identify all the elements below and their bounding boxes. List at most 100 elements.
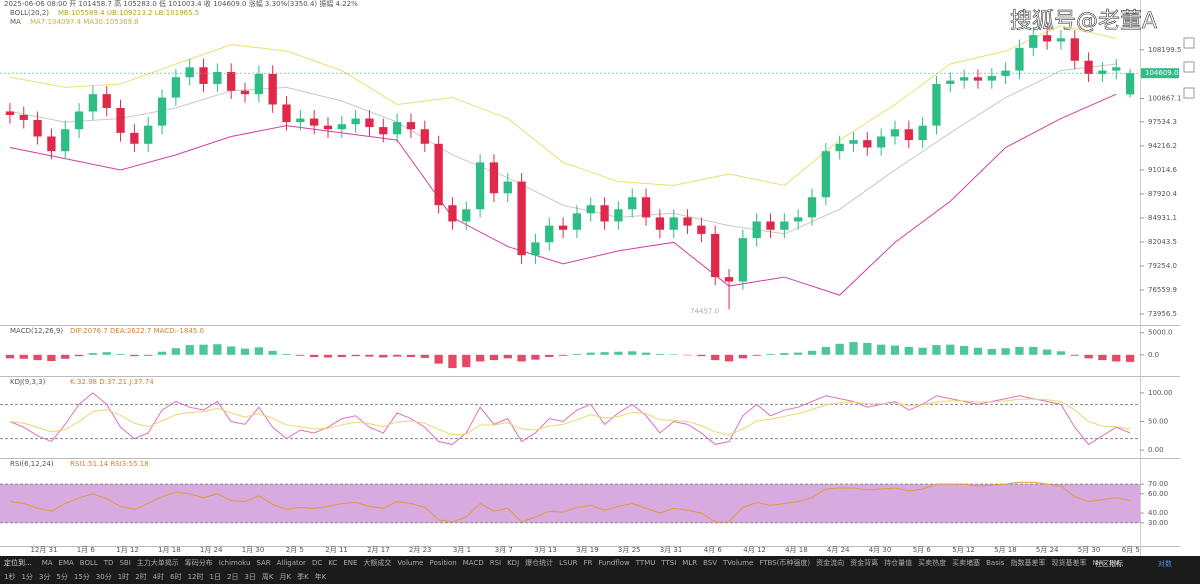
toolbar-item[interactable]: 主力大单揭示 <box>136 559 179 567</box>
toolbar-item[interactable]: 买卖堵塞 <box>952 559 981 567</box>
x-tick-label: 3月 7 <box>495 546 513 554</box>
icon[interactable] <box>1183 61 1195 73</box>
macd-bar <box>503 354 512 359</box>
candle-body <box>973 77 983 81</box>
candle-body <box>987 75 996 81</box>
candle-body <box>932 83 941 126</box>
candle-body <box>268 73 277 105</box>
macd-bar <box>61 354 70 359</box>
toolbar-item[interactable]: MA <box>1092 559 1104 567</box>
toolbar-item[interactable]: 3分 <box>38 573 51 581</box>
toolbar-item[interactable]: MA <box>41 559 53 567</box>
toolbar-item[interactable]: 年K <box>314 573 327 581</box>
toolbar-item[interactable]: 2时 <box>135 573 147 581</box>
toolbar-item[interactable]: DC <box>311 559 323 567</box>
boll-band <box>9 25 1117 186</box>
toolbar-item[interactable]: TTMU <box>635 559 656 567</box>
toolbar-item[interactable]: RSI <box>489 559 502 567</box>
toolbar-item[interactable]: 周K <box>261 573 274 581</box>
panel-title: KDJ(9,3,3) <box>10 378 46 386</box>
toolbar-item[interactable]: TVolume <box>723 559 754 567</box>
toolbar-item[interactable]: 5分 <box>56 573 68 581</box>
x-tick-label: 1月 18 <box>158 546 181 554</box>
toolbar-item[interactable]: EMA <box>58 559 74 567</box>
candle-body <box>157 97 167 126</box>
candle-body <box>227 71 236 91</box>
icon[interactable] <box>1183 37 1195 49</box>
toolbar-item[interactable]: 2日 <box>226 573 239 581</box>
toolbar-item[interactable]: SAR <box>256 559 271 567</box>
toolbar-item[interactable]: 1时 <box>117 573 130 581</box>
toolbar-item[interactable]: Alligator <box>276 559 306 567</box>
toolbar-item[interactable]: Position <box>429 559 457 567</box>
x-tick-label: 2月 5 <box>286 546 304 554</box>
macd-bar <box>213 344 222 355</box>
toolbar-item[interactable]: 月K <box>279 573 292 581</box>
toolbar-item[interactable]: Fundflow <box>598 559 630 567</box>
macd-bar <box>102 352 111 355</box>
toolbar-item[interactable]: TTSI <box>661 559 677 567</box>
toolbar-item[interactable]: BSV <box>703 559 718 567</box>
toolbar-item[interactable]: 定位到... <box>4 559 32 567</box>
toolbar-item[interactable]: 30分 <box>95 573 112 581</box>
macd-bar <box>1070 354 1079 356</box>
candle-body <box>586 205 595 214</box>
toolbar-item[interactable]: 资金流向 <box>816 559 845 567</box>
toolbar-item[interactable]: ENE <box>343 559 358 567</box>
candle-body <box>614 209 623 222</box>
icon[interactable] <box>1183 87 1195 99</box>
toolbar-item[interactable]: 15分 <box>73 573 90 581</box>
candle-body <box>88 94 98 112</box>
toolbar-item[interactable]: FTBS(币种强度) <box>759 559 811 567</box>
toolbar-item[interactable]: 筹码分布 <box>184 559 213 567</box>
toolbar-item[interactable]: 爆仓统计 <box>525 559 554 567</box>
macd-bar <box>420 354 429 358</box>
toolbar-item[interactable]: 1日 <box>209 573 221 581</box>
toolbar-item[interactable]: 买卖热度 <box>918 559 947 567</box>
candle-body <box>780 221 789 230</box>
toolbar-item[interactable]: 大额成交 <box>363 559 392 567</box>
toolbar-item[interactable]: 季K <box>297 573 309 581</box>
toolbar-item[interactable]: MACD <box>462 559 484 567</box>
macd-bar <box>1098 354 1107 361</box>
toolbar-item[interactable]: LSUR <box>559 559 578 567</box>
toolbar-item[interactable]: 4时 <box>152 573 165 581</box>
toolbar-item[interactable]: KDJ <box>507 559 520 567</box>
toolbar-item[interactable]: EMA <box>1109 559 1120 567</box>
toolbar-item[interactable]: 对数 <box>1158 560 1172 568</box>
macd-bar <box>586 352 595 355</box>
candle-body <box>503 181 512 194</box>
toolbar-item[interactable]: MLR <box>682 559 698 567</box>
macd-bar <box>558 354 568 356</box>
toolbar-item[interactable]: 指数基差率 <box>1010 559 1046 567</box>
toolbar-item[interactable]: TD <box>103 559 114 567</box>
toolbar-item[interactable]: 现货基差率 <box>1051 559 1087 567</box>
toolbar-item[interactable]: Ichimoku <box>218 559 251 567</box>
toolbar-item[interactable]: KC <box>328 559 338 567</box>
candle-body <box>323 125 333 130</box>
toolbar-item[interactable]: 3日 <box>244 573 256 581</box>
candle-body <box>116 107 125 133</box>
toolbar-item[interactable]: 1分 <box>21 573 33 581</box>
toolbar-item[interactable]: Volume <box>397 559 424 567</box>
macd-bar <box>1029 346 1038 355</box>
ohlc-info: 2025-06-06 08:00 开 101458.7 高 105283.0 低… <box>4 0 358 8</box>
toolbar-item[interactable]: 社区指标 <box>1095 560 1123 568</box>
toolbar-item[interactable]: 资金背离 <box>850 559 879 567</box>
candle-body <box>365 118 374 128</box>
x-tick-label: 1月 6 <box>77 546 96 554</box>
toolbar-item[interactable]: 12时 <box>187 573 204 581</box>
background <box>0 0 1200 556</box>
watermark: 搜狐号@老董A <box>1010 9 1157 34</box>
toolbar-item[interactable]: 持仓量值 <box>884 559 913 567</box>
toolbar-item[interactable]: Basis <box>986 559 1005 567</box>
toolbar-item[interactable]: SBI <box>119 559 131 567</box>
toolbar-item[interactable]: BOLL <box>79 559 98 567</box>
toolbar: 定位到... MA EMA BOLL TD SBI 主力大单揭示 筹码分布 Ichimoku SA… <box>0 556 1200 584</box>
candle-body <box>835 143 844 152</box>
macd-bar <box>74 354 84 357</box>
toolbar-item[interactable]: FR <box>583 559 593 567</box>
toolbar-item[interactable]: 6时 <box>170 573 182 581</box>
x-tick-label: 5月 30 <box>1078 546 1101 554</box>
toolbar-item[interactable]: 1秒 <box>4 573 16 581</box>
